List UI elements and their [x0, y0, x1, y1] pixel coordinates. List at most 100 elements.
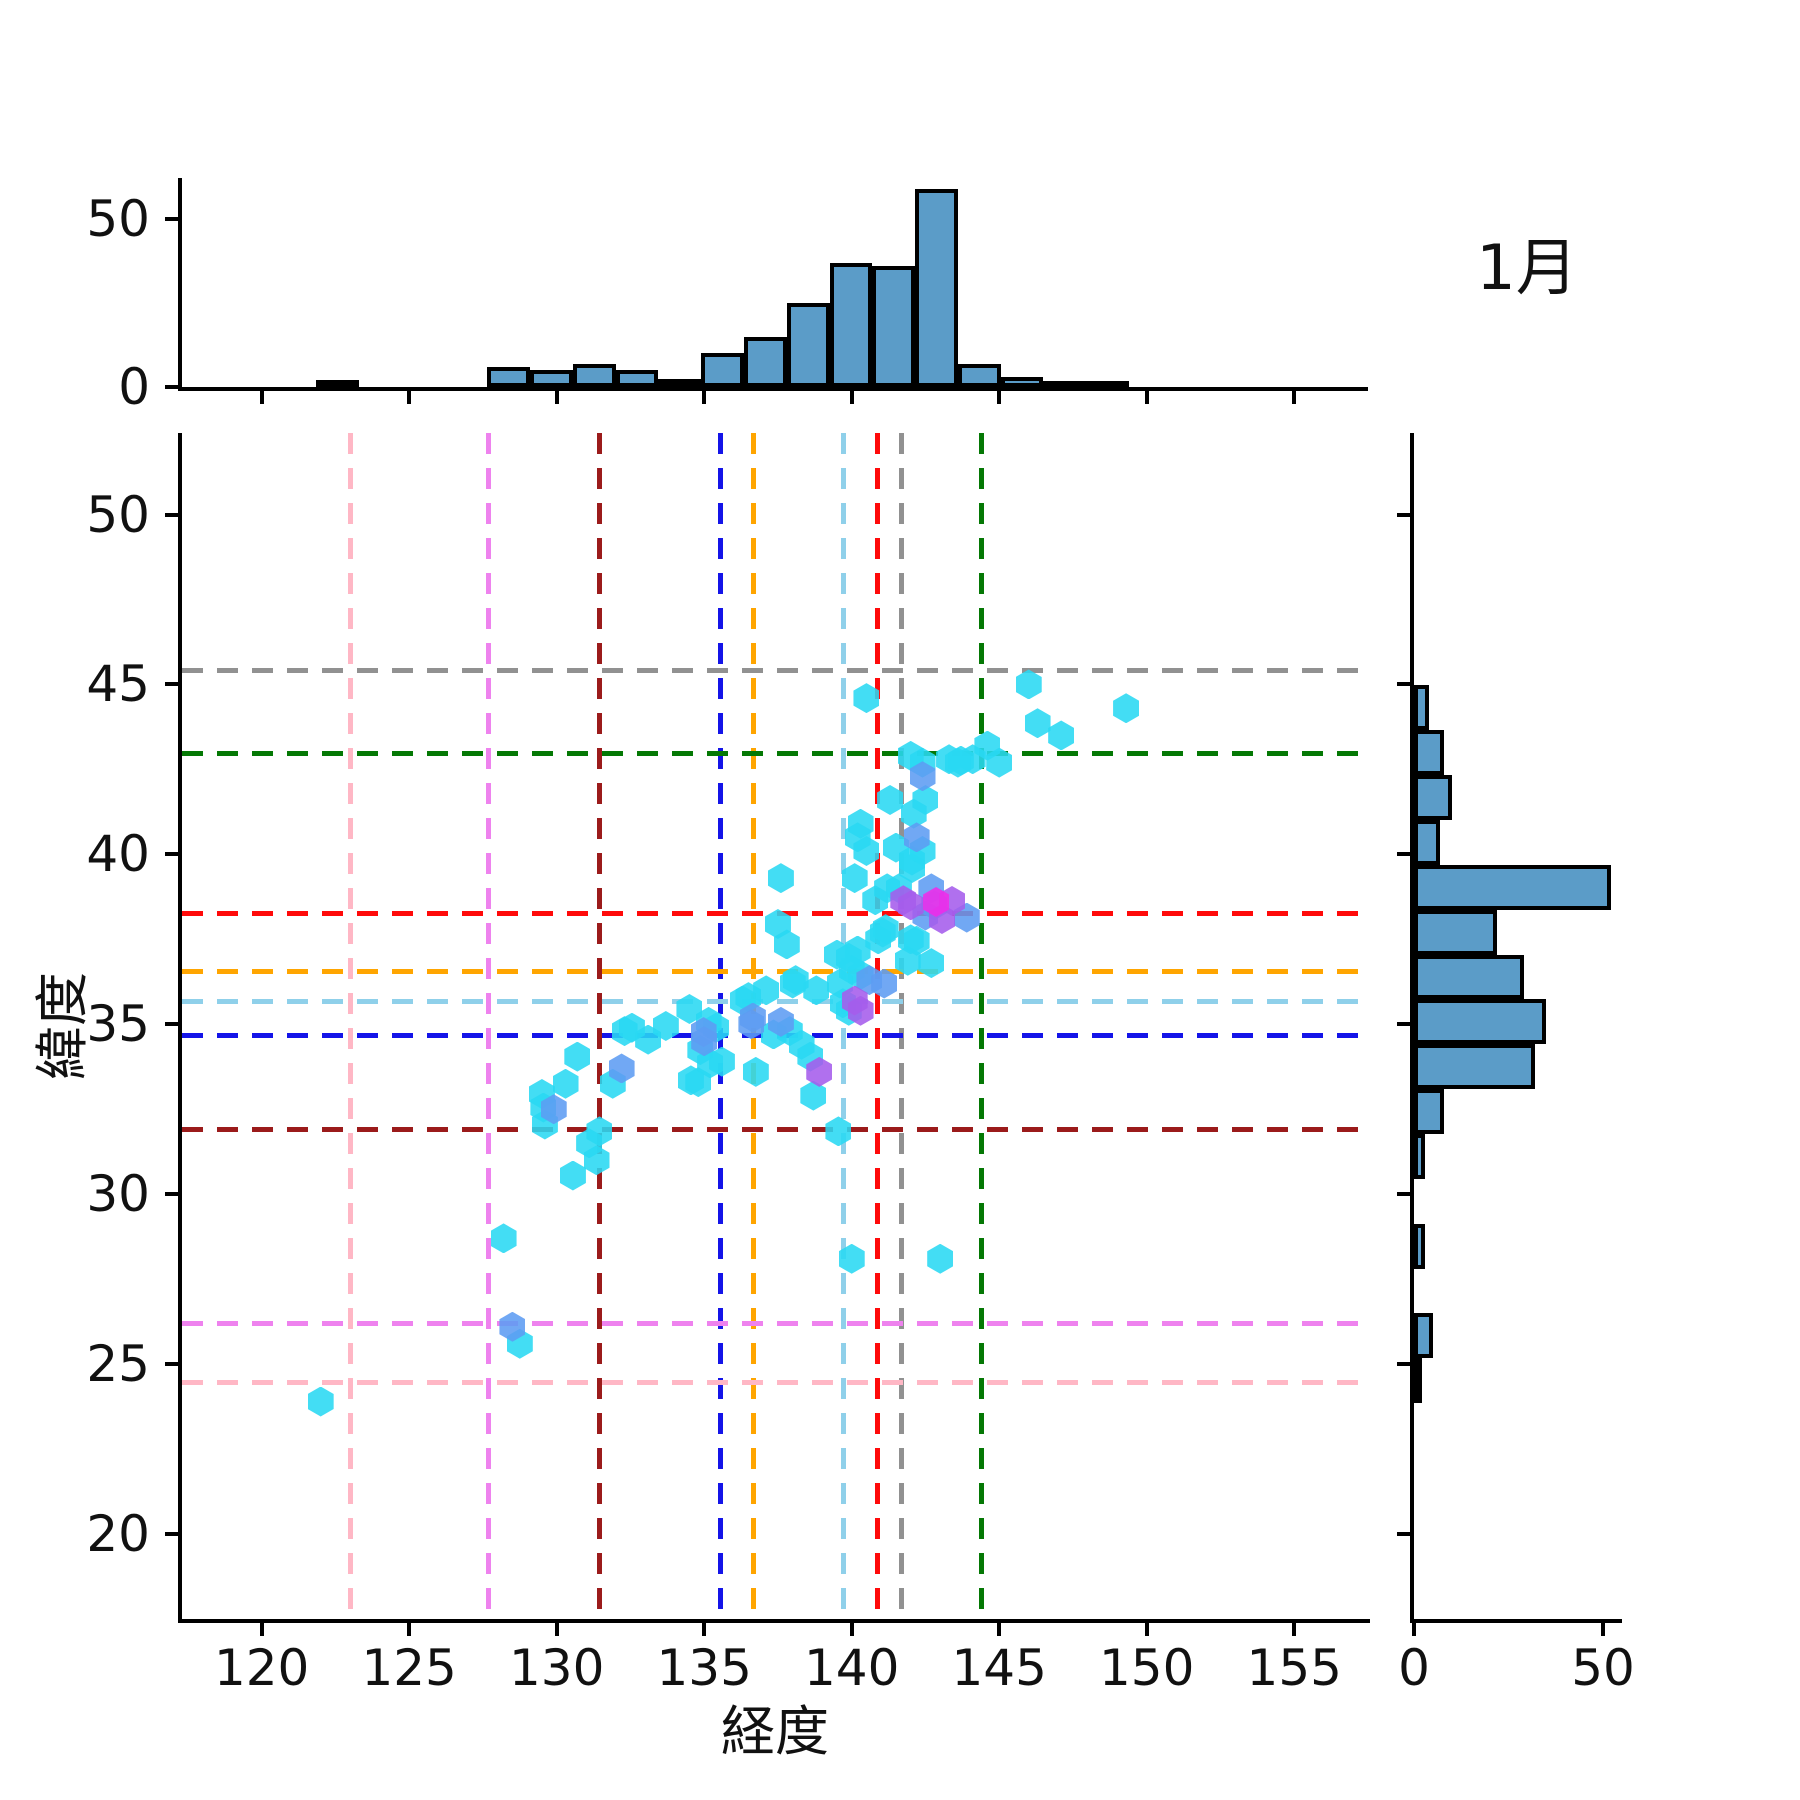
top-hist-x-tick: [849, 391, 854, 404]
scatter-point: [742, 1056, 769, 1087]
x-tick-label: 135: [656, 1639, 752, 1697]
x-tick-label: 140: [803, 1639, 900, 1697]
plot-title: 1月: [1476, 231, 1578, 304]
scatter-point: [1048, 720, 1075, 751]
right-hist-y-tick: [1397, 1022, 1410, 1027]
x-tick: [702, 1623, 707, 1636]
x-tick: [259, 1623, 264, 1636]
x-tick: [1144, 1623, 1149, 1636]
right-hist-y-tick: [1397, 1362, 1410, 1367]
x-tick: [554, 1623, 559, 1636]
y-tick: [165, 1192, 178, 1197]
reference-line-vertical: [978, 433, 984, 1619]
top-hist-count-tick: [165, 385, 178, 389]
reference-line-horizontal: [182, 969, 1368, 975]
y-tick-label: 35: [86, 995, 150, 1054]
top-hist-x-tick: [1292, 391, 1297, 404]
top-hist-bar: [316, 380, 359, 389]
x-tick: [1292, 1623, 1297, 1636]
top-hist-x-tick: [554, 391, 559, 404]
right-hist-y-tick: [1397, 512, 1410, 517]
top-hist-x-tick: [702, 391, 707, 404]
right-hist-y-spine: [1410, 433, 1414, 1623]
x-tick-label: 125: [361, 1639, 457, 1697]
top-hist-x-tick: [997, 391, 1002, 404]
scatter-point: [841, 863, 868, 894]
main-x-axis-spine: [180, 1619, 1370, 1623]
top-hist-bar: [615, 370, 659, 387]
scatter-point: [800, 1080, 827, 1111]
right-hist-bar: [1414, 775, 1452, 821]
right-hist-bar: [1414, 1223, 1426, 1269]
y-tick: [165, 512, 178, 517]
x-tick: [997, 1623, 1002, 1636]
scatter-point: [927, 1243, 954, 1274]
y-tick: [165, 852, 178, 857]
right-hist-bar: [1414, 730, 1445, 776]
right-hist-bar: [1414, 685, 1430, 731]
top-hist-bar: [872, 266, 916, 387]
top-hist-count-label: 0: [118, 358, 150, 416]
right-hist-count-tick: [1601, 1623, 1605, 1636]
y-tick-label: 30: [86, 1165, 150, 1224]
reference-line-horizontal: [182, 1321, 1368, 1326]
y-tick-label: 25: [86, 1335, 150, 1394]
y-tick-label: 45: [86, 655, 150, 714]
right-hist-bar: [1414, 1313, 1433, 1359]
right-hist-count-tick: [1412, 1623, 1416, 1636]
right-hist-bar: [1414, 909, 1498, 955]
y-tick: [165, 1022, 178, 1027]
main-y-axis-spine: [178, 433, 182, 1623]
top-hist-count-label: 50: [86, 190, 150, 249]
top-hist-x-tick: [259, 391, 264, 404]
y-tick: [165, 1362, 178, 1367]
top-hist-bar: [487, 366, 531, 387]
x-tick-label: 130: [508, 1639, 605, 1697]
x-tick: [849, 1623, 854, 1636]
scatter-point: [1015, 669, 1042, 700]
top-hist-bar: [1086, 381, 1130, 390]
top-hist-bar: [530, 370, 573, 387]
right-hist-bar: [1414, 954, 1524, 1000]
scatter-point: [825, 1116, 852, 1147]
reference-line-horizontal: [182, 668, 1368, 674]
right-hist-bar: [1414, 820, 1441, 865]
y-tick: [165, 682, 178, 687]
reference-line-horizontal: [182, 998, 1368, 1004]
scatter-point: [767, 863, 794, 894]
top-hist-bar: [829, 262, 873, 387]
right-hist-bar: [1414, 1134, 1426, 1179]
right-hist-y-tick: [1397, 1532, 1410, 1537]
y-tick: [165, 1532, 178, 1537]
reference-line-vertical: [347, 433, 353, 1619]
right-hist-bar: [1414, 864, 1611, 910]
reference-line-vertical: [486, 433, 492, 1619]
scatter-point: [564, 1041, 591, 1072]
right-hist-bar: [1414, 1089, 1445, 1135]
reference-line-horizontal: [182, 751, 1368, 757]
top-hist-x-tick: [407, 391, 412, 404]
reference-line-vertical: [899, 433, 905, 1619]
top-hist-bar: [786, 303, 830, 387]
top-hist-bar: [957, 363, 1001, 387]
x-axis-title: 経度: [721, 1700, 829, 1763]
right-hist-y-tick: [1397, 682, 1410, 687]
y-tick-label: 40: [86, 825, 150, 884]
top-hist-count-tick: [165, 217, 178, 222]
reference-line-horizontal: [182, 1127, 1368, 1133]
scatter-point: [1113, 693, 1140, 724]
scatter-point: [1024, 708, 1051, 739]
top-hist-bar: [658, 378, 702, 387]
reference-line-horizontal: [182, 1380, 1368, 1386]
scatter-point: [552, 1068, 579, 1099]
top-hist-bar: [744, 336, 787, 387]
x-tick: [407, 1623, 412, 1636]
scatter-point: [307, 1386, 334, 1417]
right-hist-y-tick: [1397, 852, 1410, 857]
right-hist-bar: [1414, 1358, 1422, 1404]
x-tick-label: 145: [951, 1639, 1047, 1697]
top-hist-bar: [1043, 381, 1087, 390]
top-hist-bar: [701, 353, 744, 387]
right-hist-count-label: 0: [1398, 1639, 1430, 1697]
